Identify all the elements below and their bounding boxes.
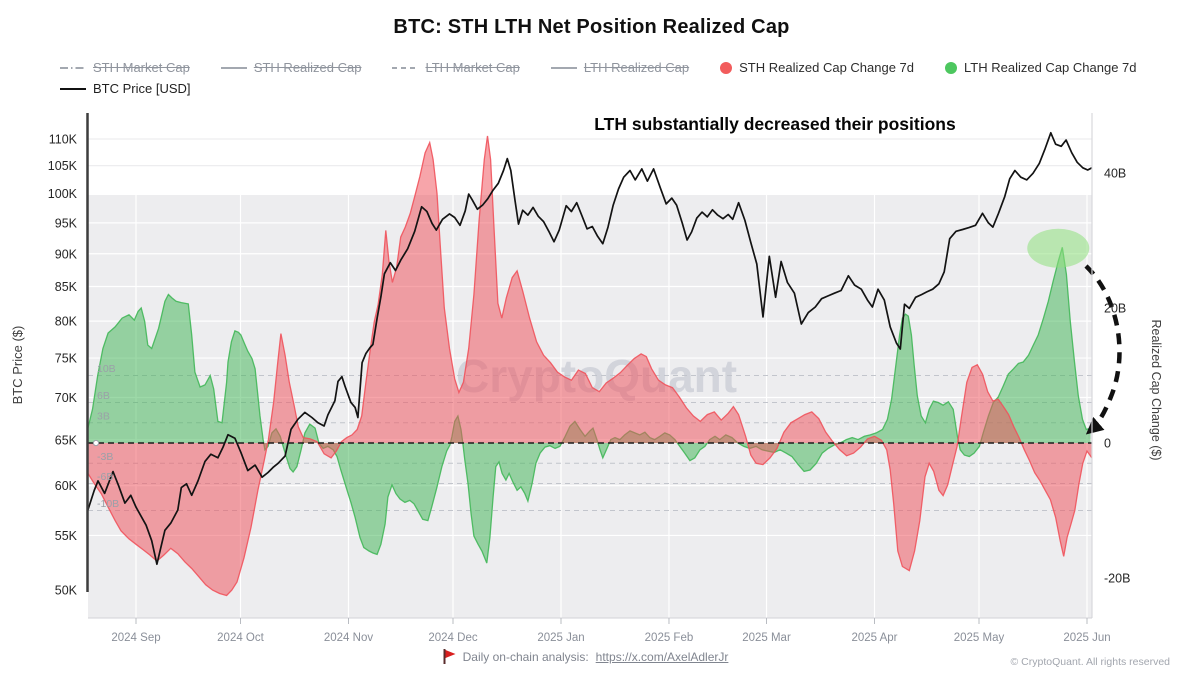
footer-text: Daily on-chain analysis: xyxy=(462,649,589,664)
realized-cap-inner-label: 6B xyxy=(97,390,110,402)
legend-item-btc-price[interactable]: BTC Price [USD] xyxy=(60,82,191,95)
left-axis-title: BTC Price ($) xyxy=(10,326,25,405)
realized-cap-tick-label: 0 xyxy=(1104,437,1111,451)
right-axis-title: Realized Cap Change ($) xyxy=(1149,319,1163,460)
footer: Daily on-chain analysis: https://x.com/A… xyxy=(0,649,1177,664)
month-tick-label: 2024 Sep xyxy=(111,632,160,644)
copyright: © CryptoQuant. All rights reserved xyxy=(1010,656,1170,668)
realized-cap-inner-label: 10B xyxy=(97,363,116,375)
page-title: BTC: STH LTH Net Position Realized Cap xyxy=(393,16,790,38)
solid-line-icon xyxy=(60,87,86,90)
price-tick-label: 55K xyxy=(55,529,78,543)
realized-cap-tick-label: 40B xyxy=(1104,167,1126,181)
legend-label: STH Market Cap xyxy=(93,60,190,75)
sth-realized-cap-change-7d-area xyxy=(88,135,1092,596)
legend-item-lth-market-cap[interactable]: LTH Market Cap xyxy=(392,60,520,75)
legend-label: LTH Market Cap xyxy=(425,60,520,75)
red-dot-icon xyxy=(720,61,733,74)
legend-item-sth-realized-cap-change-7d[interactable]: STH Realized Cap Change 7d xyxy=(720,61,914,74)
realized-cap-inner-label: -10B xyxy=(97,498,119,510)
price-tick-label: 95K xyxy=(55,216,78,230)
sth-realized-cap-change-7d-edge xyxy=(88,135,1092,597)
realized-cap-tick-label: 20B xyxy=(1104,302,1126,316)
price-tick-label: 70K xyxy=(55,391,78,405)
price-tick-label: 80K xyxy=(55,315,78,329)
price-tick-label: 110K xyxy=(49,133,78,147)
month-tick-label: 2025 Feb xyxy=(645,632,694,644)
legend: STH Market Cap STH Realized Cap LTH Mark… xyxy=(60,57,1150,99)
legend-item-lth-realized-cap[interactable]: LTH Realized Cap xyxy=(550,60,690,75)
legend-item-sth-market-cap[interactable]: STH Market Cap xyxy=(60,61,190,74)
legend-row-1: STH Market Cap STH Realized Cap LTH Mark… xyxy=(60,57,1150,78)
price-tick-label: 50K xyxy=(55,583,78,597)
green-dot-icon xyxy=(945,61,958,74)
footer-link[interactable]: https://x.com/AxelAdlerJr xyxy=(595,649,729,664)
price-tick-label: 60K xyxy=(55,479,78,493)
price-tick-label: 65K xyxy=(55,433,78,447)
price-tick-label: 105K xyxy=(48,159,78,173)
legend-label: STH Realized Cap Change 7d xyxy=(739,60,915,75)
realized-cap-inner-label: -3B xyxy=(97,451,113,463)
realized-cap-inner-label: -6B xyxy=(97,471,113,483)
series-layer xyxy=(88,131,1092,597)
month-tick-label: 2025 May xyxy=(954,632,1005,644)
legend-item-sth-realized-cap[interactable]: STH Realized Cap xyxy=(220,60,362,75)
realized-cap-inner-label: 3B xyxy=(97,410,110,422)
legend-label: LTH Realized Cap xyxy=(583,60,690,75)
solid-line-icon xyxy=(220,66,247,69)
price-tick-label: 85K xyxy=(55,280,78,294)
price-tick-label: 90K xyxy=(55,247,78,261)
legend-item-lth-realized-cap-change-7d[interactable]: LTH Realized Cap Change 7d xyxy=(945,60,1137,75)
chart-annotation: LTH substantially decreased their positi… xyxy=(594,114,956,134)
zero-line-marker xyxy=(92,439,100,447)
month-tick-label: 2024 Dec xyxy=(428,632,477,644)
dashed-line-icon xyxy=(392,66,419,69)
btc-price-line xyxy=(88,131,1092,566)
lth-realized-cap-change-7d-edge xyxy=(88,247,1091,564)
month-tick-label: 2024 Oct xyxy=(217,632,264,644)
legend-label: LTH Realized Cap Change 7d xyxy=(964,60,1137,75)
legend-label: BTC Price [USD] xyxy=(93,81,191,96)
highlight-circle xyxy=(1027,228,1090,268)
month-tick-label: 2025 Apr xyxy=(851,632,897,644)
legend-label: STH Realized Cap xyxy=(253,60,362,75)
price-tick-label: 100K xyxy=(48,187,78,201)
solid-line-icon xyxy=(550,66,577,69)
dashdot-line-icon xyxy=(60,66,86,69)
flag-icon xyxy=(443,649,456,664)
legend-row-2: BTC Price [USD] xyxy=(60,78,1150,99)
price-tick-label: 75K xyxy=(55,352,78,366)
month-tick-label: 2025 Mar xyxy=(742,632,791,644)
realized-cap-tick-label: -20B xyxy=(1104,572,1130,586)
month-tick-label: 2024 Nov xyxy=(324,632,373,644)
month-tick-label: 2025 Jun xyxy=(1063,632,1110,644)
dashed-arrow xyxy=(1084,264,1122,435)
month-tick-label: 2025 Jan xyxy=(537,632,584,644)
